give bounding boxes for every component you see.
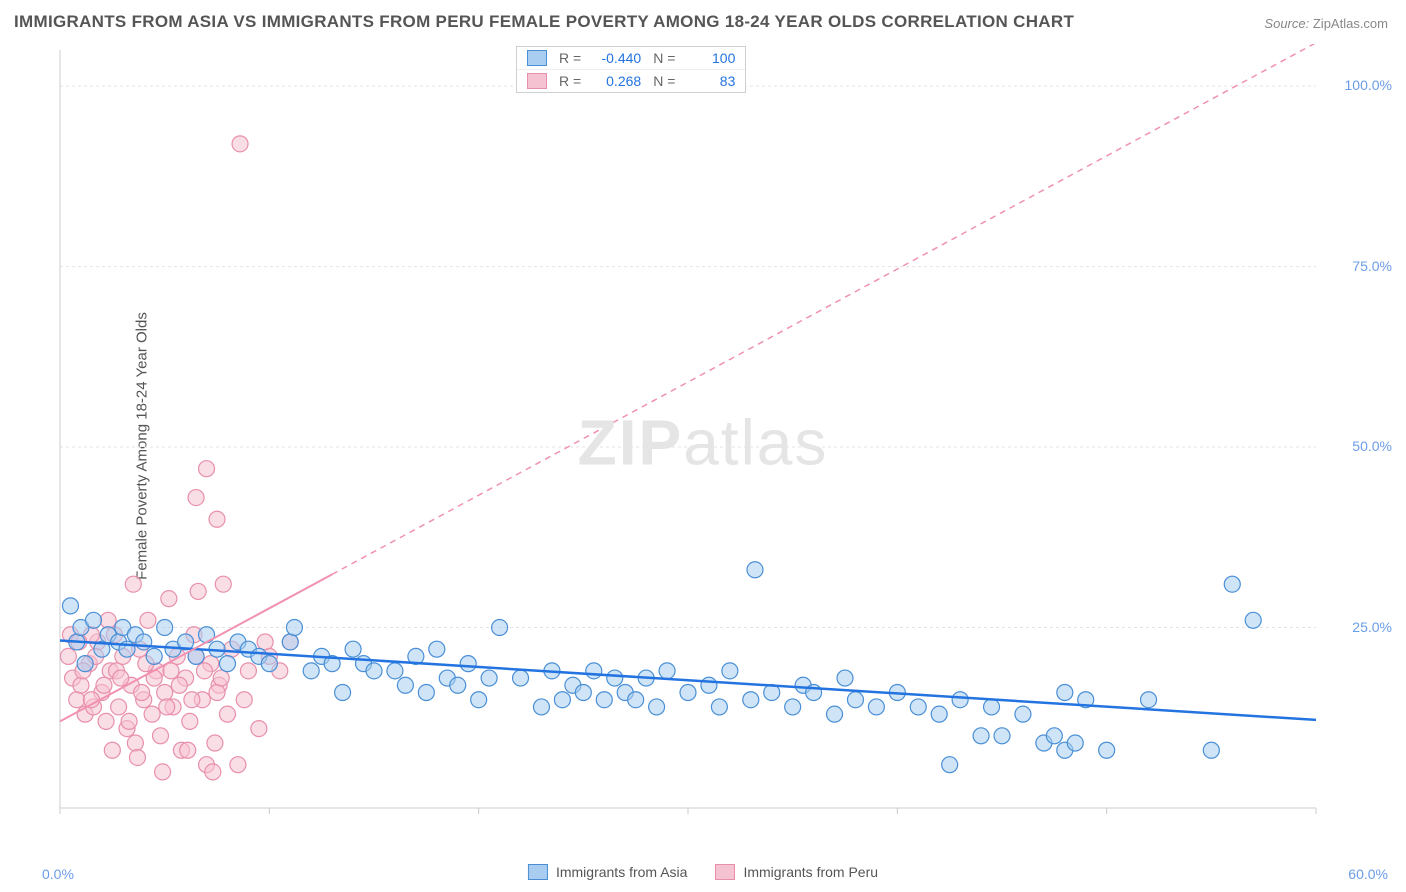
x-tick-label: 0.0% xyxy=(42,866,74,882)
stat-n-value-peru: 83 xyxy=(683,73,735,89)
source-value: ZipAtlas.com xyxy=(1313,16,1388,31)
y-tick-label: 100.0% xyxy=(1345,77,1392,93)
stats-row-peru: R = 0.268 N = 83 xyxy=(517,69,745,92)
y-tick-label: 50.0% xyxy=(1352,438,1392,454)
y-tick-label: 25.0% xyxy=(1352,619,1392,635)
source-label: Source: xyxy=(1264,16,1309,31)
swatch-peru xyxy=(527,73,547,89)
stat-r-value-peru: 0.268 xyxy=(589,73,641,89)
stat-r-value-asia: -0.440 xyxy=(589,50,641,66)
legend: Immigrants from Asia Immigrants from Per… xyxy=(528,864,878,880)
stat-n-value-asia: 100 xyxy=(683,50,735,66)
scatter-chart xyxy=(52,44,1386,844)
stat-n-label: N = xyxy=(653,73,675,89)
y-tick-label: 75.0% xyxy=(1352,258,1392,274)
legend-item-peru: Immigrants from Peru xyxy=(715,864,878,880)
swatch-asia xyxy=(528,864,548,880)
source-attribution: Source: ZipAtlas.com xyxy=(1264,16,1388,31)
stat-r-label: R = xyxy=(559,73,581,89)
legend-item-asia: Immigrants from Asia xyxy=(528,864,687,880)
swatch-asia xyxy=(527,50,547,66)
x-tick-label: 60.0% xyxy=(1348,866,1388,882)
chart-title: IMMIGRANTS FROM ASIA VS IMMIGRANTS FROM … xyxy=(14,12,1074,32)
legend-label-peru: Immigrants from Peru xyxy=(743,864,878,880)
stat-n-label: N = xyxy=(653,50,675,66)
chart-area xyxy=(52,44,1386,844)
stats-row-asia: R = -0.440 N = 100 xyxy=(517,47,745,69)
stat-r-label: R = xyxy=(559,50,581,66)
correlation-stats-box: R = -0.440 N = 100 R = 0.268 N = 83 xyxy=(516,46,746,93)
legend-label-asia: Immigrants from Asia xyxy=(556,864,687,880)
swatch-peru xyxy=(715,864,735,880)
